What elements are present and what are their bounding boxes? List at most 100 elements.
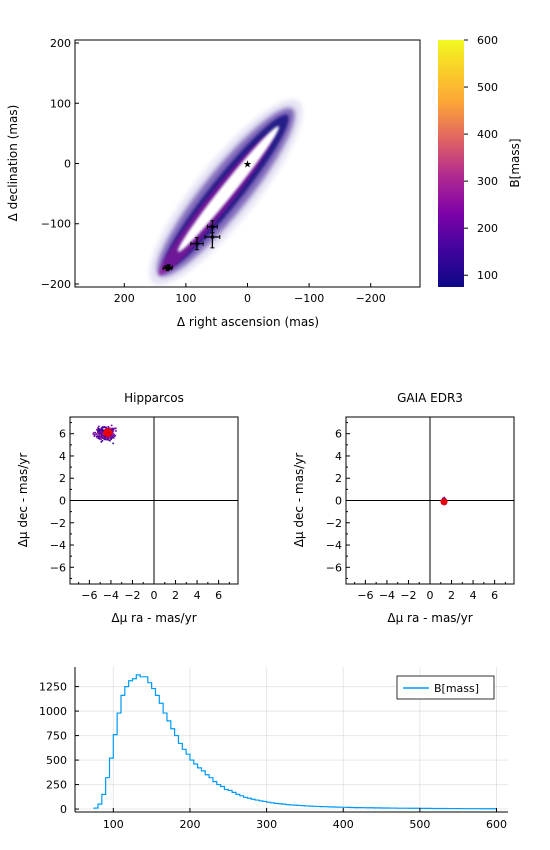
colorbar-tick-label: 500: [477, 81, 498, 94]
y-tick-label: −2: [50, 517, 66, 530]
posterior-sample: [112, 435, 114, 437]
orbit-plot-area: [149, 99, 303, 285]
orbit-y-tick-label: −100: [41, 218, 71, 231]
posterior-sample: [104, 435, 106, 437]
mass-histogram-panel: 100 200 300 400 500 600 0 250 500 750 1000 1250 B[…: [39, 667, 508, 831]
x-tick-label: 4: [470, 589, 477, 602]
posterior-sample: [101, 439, 104, 442]
posterior-sample: [100, 436, 103, 438]
hipparcos-zero-lines: [70, 417, 238, 584]
posterior-sample: [114, 434, 117, 437]
y-tick-label: 6: [59, 428, 66, 441]
posterior-sample: [100, 435, 102, 437]
orbit-y-tick-label: 0: [64, 158, 71, 171]
orbit-x-ticks: 200 100 0 −100 −200: [114, 283, 386, 305]
posterior-sample: [96, 436, 99, 439]
posterior-sample: [98, 432, 101, 435]
histogram-x-tick-label: 500: [409, 818, 430, 831]
hipparcos-y-label: Δμ dec - mas/yr: [16, 453, 30, 548]
orbit-x-label: Δ right ascension (mas): [177, 315, 319, 329]
x-tick-label: −6: [357, 589, 373, 602]
y-tick-label: 2: [335, 472, 342, 485]
posterior-sample: [112, 428, 115, 431]
gaia-x-label: Δμ ra - mas/yr: [387, 611, 472, 625]
orbit-x-tick-label: 200: [114, 292, 135, 305]
colorbar: [438, 40, 464, 287]
histogram-x-ticks: 100 200 300 400 500 600: [103, 808, 507, 831]
hipparcos-panel: Hipparcos −6 −4 −2 0 2 4 6 −6 −4 −2 0 2 4 6 Δμ ra - …: [16, 391, 239, 625]
posterior-sample: [442, 497, 444, 499]
y-tick-label: 6: [335, 428, 342, 441]
measured-proper-motion-marker: [103, 428, 113, 438]
colorbar-label: B[mass]: [508, 138, 522, 187]
posterior-sample: [98, 435, 101, 437]
x-tick-label: −2: [400, 589, 416, 602]
posterior-sample: [100, 433, 103, 436]
y-tick-label: −6: [50, 561, 66, 574]
gaia-y-label: Δμ dec - mas/yr: [292, 453, 306, 548]
posterior-sample: [112, 433, 114, 436]
histogram-x-tick-label: 300: [256, 818, 277, 831]
posterior-sample: [96, 432, 98, 435]
orbit-x-tick-label: 0: [244, 292, 251, 305]
posterior-sample: [102, 426, 105, 429]
posterior-sample: [93, 434, 96, 437]
x-tick-label: 6: [215, 589, 222, 602]
orbit-band-group: [149, 99, 303, 285]
posterior-sample: [97, 435, 100, 438]
legend-box: [396, 675, 495, 700]
posterior-sample: [102, 430, 105, 432]
x-tick-label: 6: [491, 589, 498, 602]
orbit-astrometry-points: [162, 220, 221, 272]
astrometry-point: [210, 235, 214, 239]
x-tick-label: 0: [151, 589, 158, 602]
posterior-sample: [112, 430, 115, 433]
host-star-marker: ★: [243, 160, 252, 171]
posterior-sample: [106, 438, 109, 441]
y-tick-label: −6: [326, 561, 342, 574]
posterior-sample: [104, 436, 107, 439]
x-tick-label: 0: [427, 589, 434, 602]
orbit-x-tick-label: 100: [175, 292, 196, 305]
y-tick-label: 4: [59, 450, 66, 463]
histogram-y-tick-label: 1250: [39, 681, 67, 694]
posterior-sample: [97, 430, 99, 432]
posterior-sample: [98, 425, 100, 428]
measured-proper-motion-marker: [440, 498, 448, 506]
posterior-sample: [92, 432, 95, 434]
posterior-sample: [103, 437, 106, 440]
legend-label: B[mass]: [434, 682, 479, 695]
posterior-sample: [110, 429, 113, 431]
y-tick-label: 2: [59, 472, 66, 485]
histogram-y-tick-label: 500: [46, 754, 67, 767]
posterior-sample: [115, 430, 117, 432]
posterior-sample: [100, 431, 102, 434]
gaia-zero-lines: [346, 417, 514, 584]
posterior-sample: [98, 428, 101, 431]
posterior-sample: [99, 428, 102, 430]
posterior-sample: [108, 437, 111, 440]
posterior-sample: [112, 435, 115, 438]
posterior-sample: [113, 427, 115, 430]
posterior-sample: [100, 427, 103, 429]
astrometry-point: [195, 242, 199, 246]
orbit-x-tick-label: −100: [294, 292, 324, 305]
y-tick-label: 0: [59, 495, 66, 508]
gaia-panel: GAIA EDR3 −6 −4 −2 0 2 4 6 −6 −4 −2 0 2 4 6 Δμ ra - …: [292, 391, 515, 625]
posterior-sample: [100, 430, 102, 433]
posterior-sample: [96, 429, 98, 431]
posterior-sample: [109, 439, 111, 442]
hipparcos-title: Hipparcos: [124, 391, 184, 405]
x-tick-label: −4: [103, 589, 119, 602]
colorbar-tick-label: 200: [477, 222, 498, 235]
posterior-sample: [115, 427, 117, 430]
posterior-sample: [105, 426, 108, 429]
posterior-sample: [97, 436, 100, 439]
posterior-sample: [99, 431, 101, 434]
posterior-sample: [113, 433, 115, 436]
hipparcos-y-ticks: −6 −4 −2 0 2 4 6: [50, 422, 74, 579]
posterior-sample: [101, 437, 104, 439]
posterior-sample: [97, 431, 100, 434]
histogram-step-line: [93, 674, 497, 810]
gaia-posterior-cloud: [440, 496, 448, 506]
